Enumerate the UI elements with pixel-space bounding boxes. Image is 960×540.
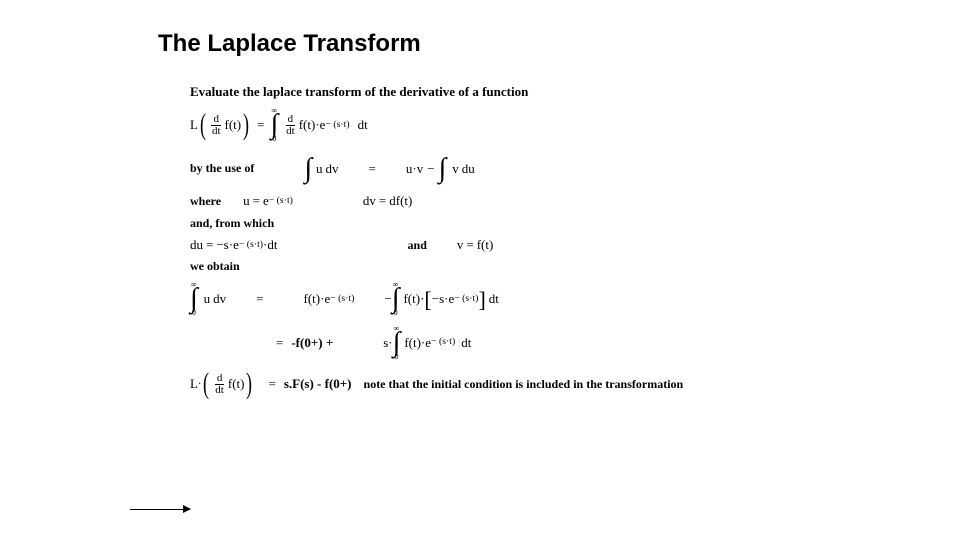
where-label: where [190,195,221,208]
byuse-label: by the use of [190,162,254,175]
and-from-row: and, from which [190,217,693,230]
frac-ddt3: d dt [213,373,226,396]
note-text: note that the initial condition is inclu… [364,378,684,391]
equation-1: L ( d dt f(t) ) = ∞ ∫ 0 d [190,107,693,143]
intro-label: Evaluate the laplace transform of the de… [190,85,528,99]
du-row: du = −s · e − (s·t) · dt and v = f(t) [190,238,693,252]
content-area: Evaluate the laplace transform of the de… [190,85,693,404]
lparen: ( [200,116,206,134]
and-label: and [408,239,427,252]
weobtain-label: we obtain [190,260,240,273]
obtain-eq-2: = -f(0+) + s · ∞ ∫ 0 f(t) · e − (s·t) dt [190,325,693,361]
rparen: ) [243,116,249,134]
arrow-icon [130,509,190,511]
where-row: where u = e − (s·t) dv = df(t) [190,194,693,208]
sym-ft: f(t) [225,118,242,132]
obtain-eq-1: ∞ ∫ 0 u dv = f(t) · e − (s·t) − ∞ ∫ 0 f(… [190,281,693,317]
sym-L: L [190,118,198,132]
integral-icon: ∞ ∫ 0 [270,107,278,143]
result-row: L · ( d dt f(t) ) = s.F(s) - f(0+) note … [190,373,693,396]
weobtain-row: we obtain [190,260,693,273]
andfrom-label: and, from which [190,217,274,230]
slide: The Laplace Transform Evaluate the lapla… [0,0,960,540]
integral-icon-2: ∫ [304,151,312,187]
neg-f0: -f(0+) + [291,336,333,350]
page-title: The Laplace Transform [158,30,421,58]
frac-ddt2: d dt [284,114,297,137]
intro-text: Evaluate the laplace transform of the de… [190,85,693,99]
result-text: s.F(s) - f(0+) [284,377,352,391]
eq-sign: = [257,118,264,132]
equation-byparts: by the use of ∫ u dv = u·v − ∫ [190,151,693,187]
frac-ddt: d dt [210,114,223,137]
integral-icon-3: ∫ [439,151,447,187]
integral-icon-6: ∞ ∫ 0 [393,325,401,361]
integral-icon-5: ∞ ∫ 0 [392,281,400,317]
integral-icon-4: ∞ ∫ 0 [190,281,198,317]
